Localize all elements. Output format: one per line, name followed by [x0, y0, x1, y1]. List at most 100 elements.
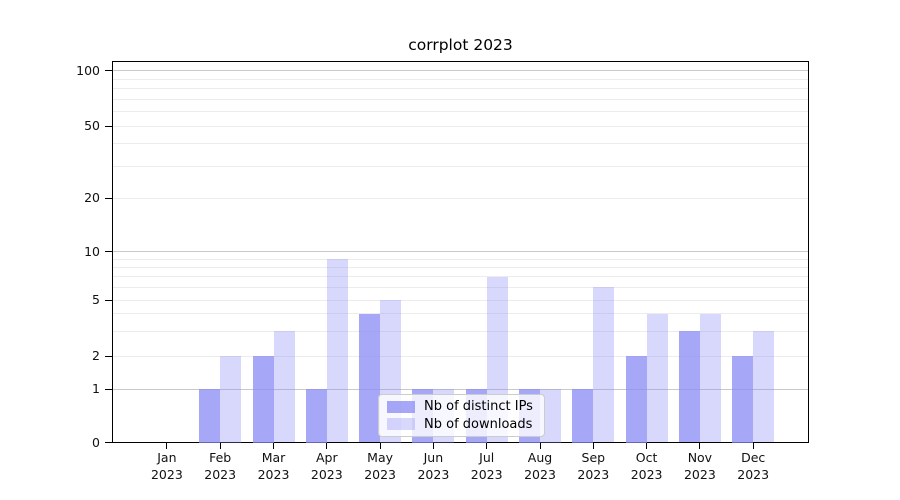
x-tick [699, 443, 701, 449]
x-tick-label: Dec 2023 [721, 450, 785, 483]
x-tick-label-month: May [367, 450, 394, 465]
x-tick-label-month: Oct [635, 450, 658, 465]
x-tick-label-year: 2023 [524, 466, 556, 482]
gridline-minor [113, 110, 808, 112]
x-tick-label-year: 2023 [150, 466, 183, 482]
gridline-major [113, 388, 808, 390]
gridline-minor [113, 88, 808, 89]
x-tick-label-year: 2023 [417, 466, 450, 482]
legend: Nb of distinct IPs Nb of downloads [378, 394, 545, 437]
x-tick [486, 443, 488, 449]
bar-distinct-ips [199, 389, 221, 443]
bar-distinct-ips [572, 389, 594, 443]
y-tick-label: 20 [84, 190, 100, 206]
chart-title: corrplot 2023 [408, 36, 513, 54]
gridline-minor [113, 276, 808, 278]
y-tick-label: 0 [92, 434, 100, 450]
bar-downloads [593, 287, 615, 443]
x-tick-label: Sep 2023 [561, 450, 625, 483]
bar-downloads [540, 389, 561, 443]
x-tick-label: Mar 2023 [242, 450, 306, 483]
x-tick-label: Oct 2023 [615, 450, 679, 483]
x-tick-label-month: Jun [423, 450, 444, 465]
x-tick [646, 443, 648, 449]
x-tick [592, 443, 594, 449]
gridline-minor [113, 165, 808, 167]
gridline-major [113, 251, 808, 253]
y-tick [105, 355, 112, 357]
bar-downloads [753, 331, 775, 443]
y-tick-label: 1 [92, 381, 100, 396]
legend-label-downloads: Nb of downloads [424, 416, 533, 432]
bar-downloads [220, 356, 242, 443]
legend-item-distinct-ips: Nb of distinct IPs [387, 399, 536, 414]
gridline-minor [113, 143, 808, 145]
gridline-minor [113, 197, 808, 199]
x-tick-label-month: Apr [315, 450, 338, 465]
x-tick [752, 443, 754, 449]
gridline-minor [113, 286, 808, 288]
y-tick-label: 100 [76, 62, 100, 78]
y-tick-label: 50 [84, 118, 100, 133]
y-tick-label: 2 [92, 348, 100, 363]
legend-swatch-distinct-ips [387, 400, 415, 413]
x-tick-label-month: Jul [479, 450, 495, 465]
gridline-minor [113, 266, 808, 268]
x-tick [326, 443, 328, 449]
bar-downloads [273, 331, 295, 443]
x-tick-label: Nov 2023 [668, 450, 732, 483]
x-tick-label-year: 2023 [470, 466, 503, 482]
x-tick-label-year: 2023 [204, 466, 237, 482]
y-tick [105, 197, 112, 199]
bar-downloads [699, 313, 721, 443]
y-tick [105, 442, 112, 443]
x-tick-label: Apr 2023 [295, 450, 359, 483]
bar-downloads [326, 259, 348, 443]
bar-distinct-ips [625, 356, 647, 443]
plot-area [112, 61, 809, 443]
gridline-minor [113, 355, 808, 357]
x-tick [379, 443, 381, 449]
x-tick-label-year: 2023 [364, 466, 396, 482]
y-tick-label: 10 [84, 243, 100, 259]
y-tick [105, 125, 112, 127]
y-tick [105, 70, 112, 72]
bar-distinct-ips [305, 389, 327, 443]
legend-label-distinct-ips: Nb of distinct IPs [424, 399, 533, 415]
gridline-minor [113, 125, 808, 127]
x-tick-label-month: Dec [741, 450, 766, 465]
gridline-minor [113, 78, 808, 80]
x-tick [432, 443, 434, 449]
legend-item-downloads: Nb of downloads [387, 417, 536, 432]
gridline-minor [113, 299, 808, 301]
x-tick-label-month: Aug [527, 450, 553, 465]
y-tick [105, 299, 112, 301]
y-tick [105, 251, 112, 253]
x-tick [219, 443, 221, 449]
x-tick-label-month: Feb [209, 450, 232, 465]
x-tick-label-month: Jan [157, 450, 177, 465]
x-tick-label: May 2023 [348, 450, 412, 483]
x-tick-label-year: 2023 [577, 466, 610, 482]
x-tick [273, 443, 274, 449]
x-tick-label-month: Sep [581, 450, 606, 465]
bar-distinct-ips [252, 356, 274, 443]
legend-swatch-downloads [387, 418, 415, 431]
x-tick [166, 443, 168, 449]
x-tick-label-year: 2023 [257, 466, 290, 482]
gridline-minor [113, 258, 808, 260]
gridline-minor [113, 98, 808, 100]
x-tick-label: Aug 2023 [508, 450, 572, 483]
bar-distinct-ips [732, 356, 754, 443]
x-tick-label: Jan 2023 [135, 450, 199, 483]
x-tick-label: Jun 2023 [401, 450, 465, 483]
y-tick-label: 5 [92, 292, 100, 307]
bar-downloads [646, 313, 668, 443]
x-tick-label-month: Mar [261, 450, 286, 465]
x-tick-label-year: 2023 [683, 466, 716, 482]
x-tick-label-year: 2023 [630, 466, 663, 482]
bar-distinct-ips [678, 331, 700, 443]
gridline-major [113, 70, 808, 72]
y-tick [105, 388, 112, 390]
